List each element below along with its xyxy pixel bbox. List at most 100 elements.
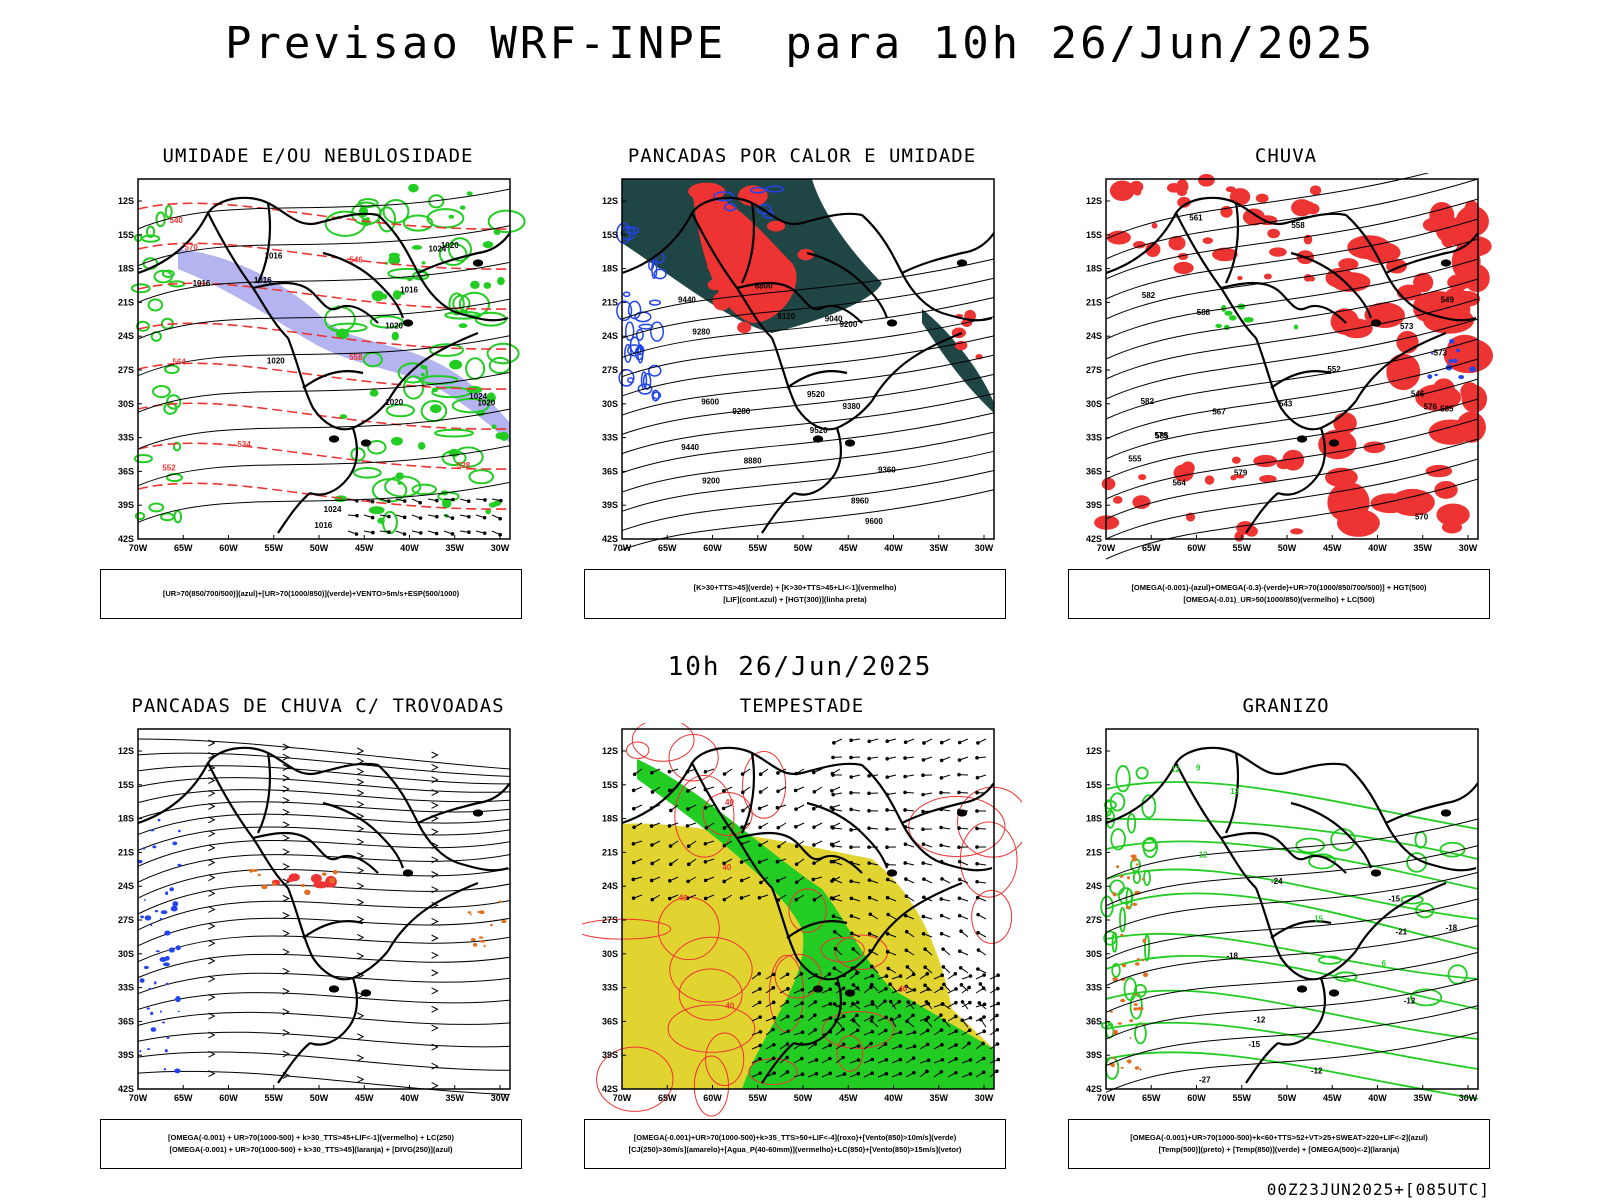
streamline-arrow <box>356 933 365 941</box>
panel-title: TEMPESTADE <box>739 695 865 717</box>
shaded-cell <box>261 884 268 890</box>
wind-vector-head <box>967 1041 971 1046</box>
contour-label: 9040 <box>825 315 843 324</box>
wind-vector-head <box>954 1000 958 1005</box>
contour-label: 9520 <box>807 390 825 399</box>
shaded-cell <box>458 323 468 329</box>
border-line <box>1277 427 1326 496</box>
shaded-cell <box>707 279 723 291</box>
contour-label: 558 <box>349 353 363 362</box>
wind-vector-head <box>925 972 930 976</box>
wind-vector-head <box>957 772 961 777</box>
streamline-arrow <box>356 778 365 786</box>
wind-vector-head <box>632 772 637 777</box>
shaded-cell <box>449 359 463 370</box>
contour-line <box>137 282 511 310</box>
streamline-arrow <box>282 987 290 995</box>
shaded-cell <box>1325 467 1358 488</box>
lon-tick-label: 45W <box>1323 543 1342 553</box>
wind-vector-head <box>898 1057 903 1062</box>
temp850-line <box>1132 871 1141 884</box>
wind-vector-head <box>467 530 471 535</box>
shaded-cell <box>1448 359 1453 364</box>
shaded-cell <box>477 910 481 914</box>
lat-tick-label: 36S <box>602 1016 618 1026</box>
contour-label: 555 <box>1128 455 1142 464</box>
wind-vector-head <box>667 896 672 901</box>
shaded-cell <box>496 277 505 286</box>
streamline <box>137 935 511 963</box>
wind-vector-head <box>923 983 927 988</box>
panel-humidity: UMIDADE E/OU NEBULOSIDADE 1016 1016 1020 10… <box>98 145 538 619</box>
lat-tick-label: 27S <box>602 365 618 375</box>
pw-contour <box>959 821 1018 898</box>
wind-vector-head <box>867 931 872 936</box>
shaded-cell <box>142 847 146 850</box>
lake-marker <box>1440 809 1452 817</box>
wind-vector-head <box>830 788 834 793</box>
lat-tick-label: 12S <box>118 746 134 756</box>
lat-tick-label: 15S <box>118 780 134 790</box>
lon-tick-label: 65W <box>1142 543 1161 553</box>
lat-tick-label: 18S <box>1086 814 1102 824</box>
border-line <box>901 232 995 274</box>
shaded-cell <box>478 936 484 939</box>
contour-label: 1016 <box>254 276 272 285</box>
wind-vector-head <box>968 1058 973 1062</box>
border-line <box>1290 801 1373 869</box>
wind-vector-head <box>841 986 846 991</box>
shaded-cell <box>392 290 402 300</box>
wind-vector-head <box>355 513 359 518</box>
wind-vector-head <box>794 897 799 902</box>
wind-vector-head <box>940 877 944 881</box>
lat-tick-label: 27S <box>118 915 134 925</box>
border-line <box>257 202 272 284</box>
contour-label: -21 <box>1396 927 1408 936</box>
temp850-line <box>1400 894 1424 905</box>
shaded-cell <box>1441 520 1463 534</box>
contour-label: -15 <box>1389 895 1401 904</box>
lon-tick-label: 65W <box>1142 1093 1161 1103</box>
wind-vector-head <box>883 1042 888 1046</box>
lon-tick-label: 45W <box>839 543 858 553</box>
wind-vector-head <box>885 845 889 850</box>
lif-contour <box>723 202 737 212</box>
lat-tick-label: 18S <box>1086 264 1102 274</box>
shaded-cell <box>1133 240 1146 249</box>
contour-label: -27 <box>1199 1076 1211 1085</box>
contour-label-group: 1016 101610201024102410161020102010201020… <box>193 241 496 530</box>
wind-vector-head <box>814 1058 819 1062</box>
wind-vector-head <box>939 913 944 918</box>
streamline-arrow <box>431 951 439 959</box>
contour-label: 1020 <box>267 357 285 366</box>
shaded-cell <box>1336 509 1380 537</box>
border-line <box>861 764 993 872</box>
lat-tick-label: 39S <box>118 1050 134 1060</box>
streamline-arrow <box>208 1031 216 1039</box>
contour-line <box>1105 338 1479 420</box>
streamline-arrow <box>282 1008 290 1016</box>
shaded-cell <box>1453 291 1481 307</box>
wind-vector-head <box>722 789 726 793</box>
border-line <box>1245 1042 1279 1084</box>
wind-vector-head <box>940 1002 945 1006</box>
wind-vector-head <box>942 1018 946 1023</box>
wind-vector-head <box>741 808 745 813</box>
wind-vector-head <box>739 860 744 864</box>
shaded-cell <box>499 431 509 441</box>
streamline-arrow <box>431 856 439 864</box>
wind-vector-head <box>869 1041 873 1046</box>
wind-vector-head <box>870 1029 875 1034</box>
wind-vector-head <box>703 859 708 864</box>
shaded-cell <box>486 392 496 403</box>
streamline <box>137 738 511 770</box>
contour-line <box>1105 418 1479 500</box>
shaded-cell <box>178 829 181 833</box>
contour-line <box>1105 318 1479 400</box>
streamline-arrow <box>431 1043 439 1051</box>
shaded-cell <box>488 502 497 508</box>
wind-vector-head <box>885 808 889 812</box>
wind-vector-head <box>923 965 927 969</box>
wind-vector-head <box>703 896 708 901</box>
contour-line <box>137 445 511 487</box>
